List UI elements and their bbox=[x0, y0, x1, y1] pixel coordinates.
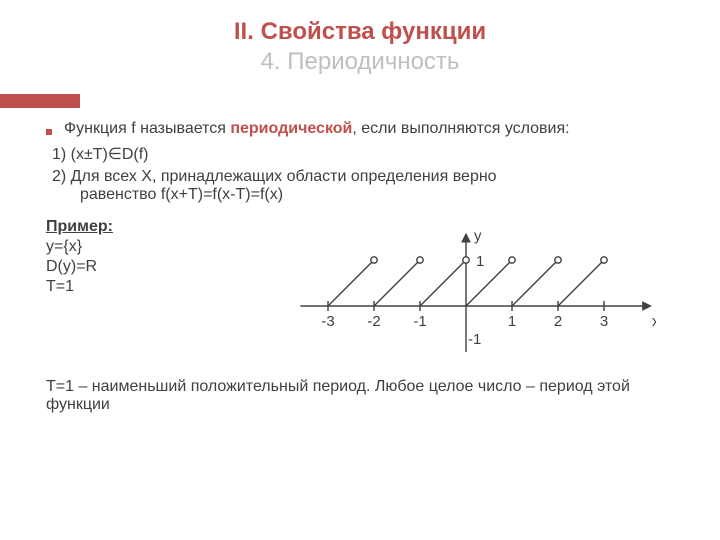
svg-text:y: y bbox=[474, 228, 482, 245]
accent-bar bbox=[0, 94, 80, 108]
graph-container: -3 -2 -1 1 2 3 1 -1 x y bbox=[276, 218, 674, 368]
def-after: , если выполняются условия: bbox=[352, 120, 569, 137]
svg-text:-1: -1 bbox=[413, 313, 426, 330]
svg-text:2: 2 bbox=[554, 313, 562, 330]
cond2-line2: равенство f(x+T)=f(x-T)=f(x) bbox=[52, 186, 283, 204]
periodic-graph: -3 -2 -1 1 2 3 1 -1 x y bbox=[276, 218, 656, 358]
footer-text: T=1 – наименьший положительный период. Л… bbox=[46, 378, 674, 414]
condition-2: 2) Для всех Х, принадлежащих области опр… bbox=[50, 168, 674, 204]
example-l3: T=1 bbox=[46, 278, 276, 296]
svg-text:-1: -1 bbox=[468, 331, 481, 348]
title-line1: II. Свойства функции bbox=[0, 18, 720, 46]
title-line2: 4. Периодичность bbox=[0, 48, 720, 76]
bullet-definition: Функция f называется периодической, если… bbox=[46, 120, 674, 138]
example-text: Пример: y={x} D(y)=R T=1 bbox=[46, 218, 276, 298]
svg-text:1: 1 bbox=[508, 313, 516, 330]
def-before: Функция f называется bbox=[64, 120, 230, 137]
cond2-line1: 2) Для всех Х, принадлежащих области опр… bbox=[52, 168, 497, 185]
svg-text:-3: -3 bbox=[321, 313, 334, 330]
svg-text:3: 3 bbox=[600, 313, 608, 330]
svg-text:-2: -2 bbox=[367, 313, 380, 330]
example-l1: y={x} bbox=[46, 238, 276, 256]
content-area: Функция f называется периодической, если… bbox=[0, 108, 720, 414]
example-l2: D(y)=R bbox=[46, 258, 276, 276]
bullet-square-icon bbox=[46, 129, 52, 135]
svg-text:1: 1 bbox=[476, 253, 484, 270]
example-title: Пример: bbox=[46, 218, 276, 236]
condition-1: 1) (x±T)∈D(f) bbox=[50, 144, 674, 164]
definition-text: Функция f называется периодической, если… bbox=[64, 120, 570, 138]
svg-text:x: x bbox=[652, 313, 656, 330]
def-highlight: периодической bbox=[230, 120, 352, 137]
